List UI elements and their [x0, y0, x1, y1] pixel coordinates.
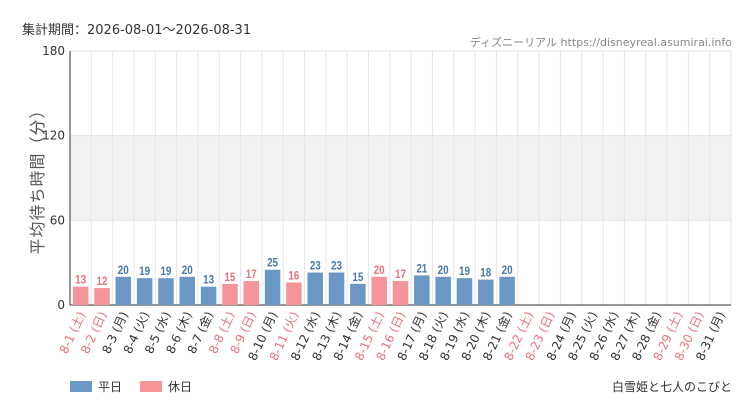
bar-value-label: 12	[96, 274, 107, 288]
legend-item-holiday: 休日	[140, 378, 192, 395]
bar	[371, 276, 387, 305]
bar	[179, 276, 196, 305]
bar	[499, 276, 515, 305]
bar	[222, 283, 238, 305]
bar	[307, 272, 323, 305]
bar-value-label: 19	[459, 264, 470, 278]
shaded-band	[70, 135, 731, 221]
bar	[136, 278, 153, 305]
bar	[392, 281, 409, 305]
bar	[435, 276, 451, 305]
legend-swatch-holiday	[140, 381, 163, 392]
y-tick-label: 180	[42, 44, 65, 58]
legend-item-weekday: 平日	[70, 378, 122, 395]
y-tick-label: 60	[50, 213, 65, 227]
bar-value-label: 21	[416, 261, 427, 275]
bar-value-label: 20	[182, 263, 193, 277]
bar-value-label: 13	[203, 273, 214, 287]
bar-value-label: 17	[395, 267, 406, 281]
bar-value-label: 13	[75, 273, 86, 287]
bar	[414, 275, 430, 305]
bar	[286, 282, 302, 305]
bar-value-label: 20	[374, 263, 385, 277]
source-credit: ディズニーリアル https://disneyreal.asumirai.inf…	[469, 36, 732, 49]
bar	[264, 269, 281, 305]
bar-value-label: 19	[160, 264, 171, 278]
bar	[350, 283, 366, 305]
bar	[94, 288, 110, 305]
bar-value-label: 20	[502, 263, 513, 277]
bar	[115, 276, 132, 305]
bar	[478, 279, 494, 305]
y-tick-label: 0	[57, 298, 65, 312]
legend-label-holiday: 休日	[168, 380, 193, 394]
bar-value-label: 25	[267, 256, 278, 270]
bar-value-label: 20	[118, 263, 129, 277]
bar	[72, 286, 89, 305]
collection-period: 集計期間：2026-08-01～2026-08-31	[22, 23, 252, 38]
bar	[158, 278, 174, 305]
bar-value-label: 15	[352, 270, 363, 284]
bar-value-label: 17	[246, 267, 257, 281]
attraction-name: 白雪姫と七人のこびと	[611, 380, 732, 394]
bar	[200, 286, 217, 305]
bar-value-label: 16	[288, 268, 299, 282]
legend-swatch-weekday	[70, 381, 92, 392]
bar-value-label: 18	[480, 266, 491, 280]
bar-value-label: 15	[224, 270, 235, 284]
bar-value-label: 23	[331, 259, 342, 273]
bar	[456, 278, 473, 305]
legend: 平日 休日	[70, 378, 210, 395]
legend-label-weekday: 平日	[98, 380, 123, 394]
bar	[243, 281, 259, 305]
bar	[328, 272, 345, 305]
bar-value-label: 20	[438, 263, 449, 277]
bar-value-label: 19	[139, 264, 150, 278]
bar-value-label: 23	[310, 259, 321, 273]
y-tick-label: 120	[42, 129, 65, 143]
